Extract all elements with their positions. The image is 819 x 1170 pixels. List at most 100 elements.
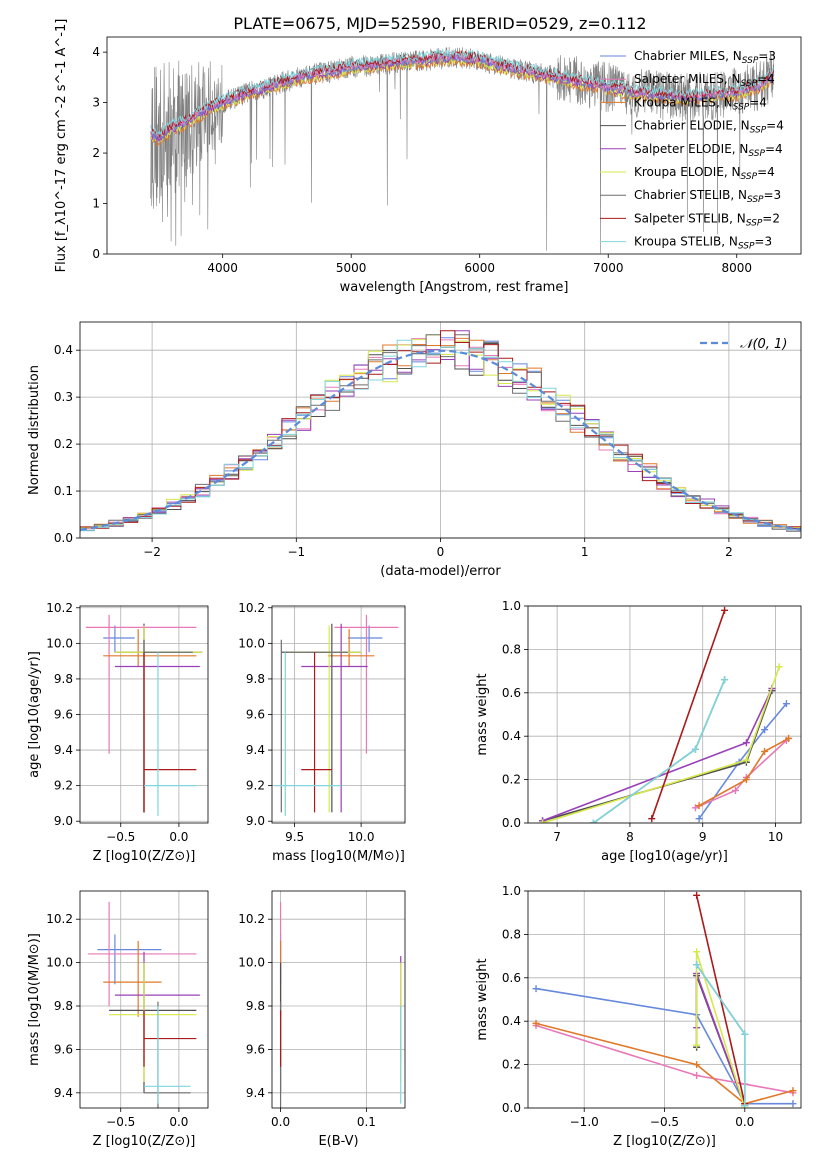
legend-subscript: SSP [746,218,763,228]
legend-subscript: SSP [742,56,759,66]
y-tick-label: 0.2 [502,1058,521,1072]
model-spectrum-line [150,53,775,140]
legend-label: Salpeter ELODIE, NSSP=4 [634,142,783,159]
y-tick-label: 0.8 [502,927,521,941]
panel-age_vs_mass: 9.5 10.0 9.0 9.2 9.4 9.6 9.8 10.0 10.2 mass [log1… [238,601,406,864]
y-tick-label: 1.0 [502,599,521,613]
x-tick-label: 0.1 [357,1115,376,1129]
errorbar-point [287,625,362,813]
plus-marker [539,819,547,823]
plus-marker [731,786,739,794]
legend-label: Chabrier ELODIE, NSSP=4 [634,119,784,136]
plot-area [279,901,402,1108]
x-tick-label: 0.0 [271,1115,290,1129]
legend-label: Salpeter MILES, NSSP=4 [634,72,775,89]
y-tick-label: 9.8 [54,999,73,1013]
plot-area [88,901,200,1108]
plus-marker [761,747,769,755]
weight-series-line [651,610,726,819]
x-axis-label: Z [log10(Z/Z⊙)] [93,849,196,864]
y-axis-label: Flux [f_λ10^-17 erg cm^-2 s^-1 A^-1] [54,19,69,273]
y-tick-label: 0.6 [502,686,521,700]
y-tick-label: 0.6 [502,971,521,985]
plus-marker [789,1087,797,1095]
plus-marker [532,985,540,993]
x-tick-label: 10.0 [348,830,375,844]
plus-marker [691,804,699,812]
plot-area [85,614,203,816]
legend-label-rest: =3 [754,235,772,249]
legend-label: Chabrier MILES, NSSP=3 [634,49,776,66]
errorbar-point [144,652,197,816]
plus-marker [785,734,793,742]
errorbar-point [103,625,135,653]
y-tick-label: 0.4 [502,1014,521,1028]
y-axis-label: Normed distribution [27,365,42,495]
errorbar-point [143,639,193,813]
plus-marker [648,815,656,823]
model-spectrum-line [150,48,774,136]
plus-marker [721,676,729,684]
errorbar-point [144,1006,191,1104]
x-axis-label: Z [log10(Z/Z⊙)] [613,1134,716,1149]
y-tick-label: 9.6 [54,1042,73,1056]
errorbar-point [97,934,162,985]
axes-frame [271,605,406,824]
axes-frame [79,890,209,1109]
errorbar-point [301,623,368,813]
y-tick-label: 0.2 [54,437,73,451]
errorbar-point [103,940,162,1017]
legend-label-rest: =4 [757,72,775,86]
x-tick-label: 0.0 [169,830,188,844]
errorbar-point [347,625,383,653]
errorbar-point [88,901,197,1007]
y-axis-label: mass weight [475,673,490,755]
plus-marker [693,961,701,969]
x-tick-label: −0.5 [106,830,135,844]
plot-area [274,614,399,816]
weight-series-line [535,987,793,1105]
panel-spectrum: 4000 5000 6000 7000 8000 0 1 2 3 4 wavelength [Ang… [54,19,802,295]
plus-marker [741,1030,749,1038]
legend-label: Kroupa ELODIE, NSSP=4 [634,165,775,182]
panel-weight_vs_age: 7 8 9 10 0.0 0.2 0.4 0.6 0.8 1.0 age [log10(age/yr… [475,599,802,864]
x-tick-label: 0.0 [169,1115,188,1129]
x-tick-label: −0.5 [650,1115,679,1129]
legend-label-rest: =4 [765,142,783,156]
x-tick-label: 1 [581,545,589,559]
y-tick-label: 2 [92,146,100,160]
y-tick-label: 9.8 [246,999,265,1013]
y-tick-label: 9.4 [54,743,73,757]
panel-age_vs_Z: −0.5 0.0 9.0 9.2 9.4 9.6 9.8 10.0 10.2 Z [log10(Z… [27,601,209,864]
x-axis-label: Z [log10(Z/Z⊙)] [93,1134,196,1149]
x-tick-label: 8000 [721,261,752,275]
y-tick-label: 9.2 [54,779,73,793]
plot-area [150,46,775,254]
plot-area [539,606,793,823]
plot-area [532,891,797,1108]
legend-label-rest: =3 [764,188,782,202]
x-tick-label: 0.0 [735,1115,754,1129]
panel-weight_vs_Z: −1.0 −0.5 0.0 0.0 0.2 0.4 0.6 0.8 1.0 Z [log10(Z/… [475,884,802,1149]
y-tick-label: 10.0 [46,636,73,650]
weight-series-line [535,1022,794,1105]
x-tick-label: 6000 [464,261,495,275]
y-tick-label: 9.8 [54,672,73,686]
x-tick-label: 4000 [207,261,238,275]
plot-panels: 4000 5000 6000 7000 8000 0 1 2 3 4 wavelength [Ang… [27,19,802,1149]
errorbar-point [103,629,197,667]
x-tick-label: −1.0 [570,1115,599,1129]
plus-marker [742,739,750,747]
x-tick-label: 5000 [336,261,367,275]
y-tick-label: 0.0 [502,816,521,830]
model-spectrum-line [150,53,774,142]
y-axis-label: age [log10(age/yr)] [27,651,42,778]
axes-frame [271,890,406,1109]
panel-mass_vs_ebv: 0.0 0.1 9.4 9.6 9.8 10.0 10.2 E(B-V) [238,890,406,1149]
plus-marker [691,745,699,753]
figure-title: PLATE=0675, MJD=52590, FIBERID=0529, z=0… [233,14,646,33]
y-tick-label: 9.6 [54,708,73,722]
plus-marker [693,1041,701,1049]
y-tick-label: 9.4 [246,1086,265,1100]
